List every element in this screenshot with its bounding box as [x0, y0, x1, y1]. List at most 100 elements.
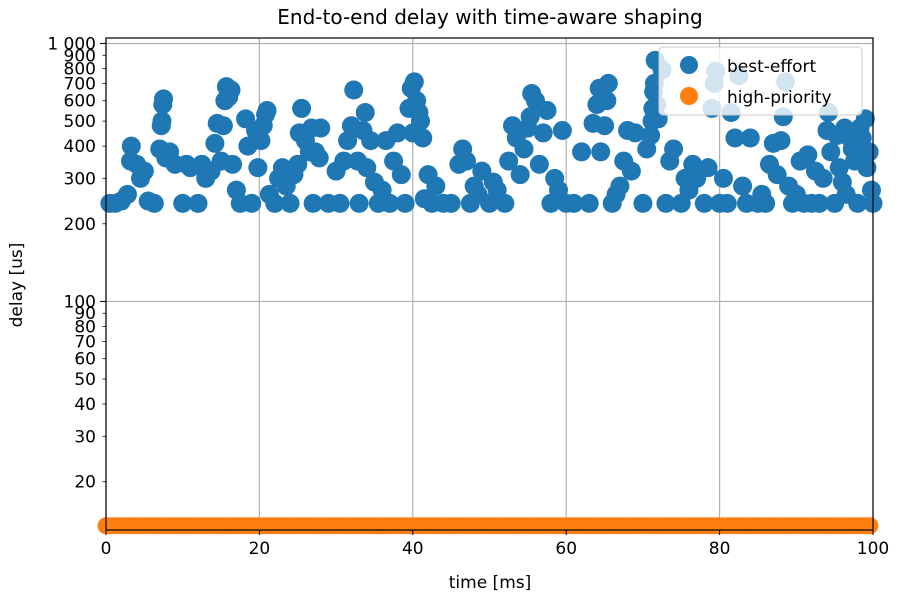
- point-best-effort: [242, 193, 262, 213]
- legend-box: [658, 46, 863, 116]
- point-best-effort: [595, 116, 615, 136]
- point-best-effort: [154, 89, 174, 109]
- point-best-effort: [248, 158, 268, 178]
- point-best-effort: [338, 131, 358, 151]
- y-minor-tick-label: 500: [64, 112, 96, 132]
- x-tick-label: 100: [857, 539, 889, 559]
- point-best-effort: [355, 102, 375, 122]
- point-best-effort: [771, 131, 791, 151]
- point-best-effort: [152, 111, 172, 131]
- point-best-effort: [798, 145, 818, 165]
- legend-marker-best-effort: [680, 56, 698, 74]
- y-minor-tick-label: 80: [74, 317, 96, 337]
- point-best-effort: [713, 168, 733, 188]
- point-best-effort: [213, 116, 233, 136]
- point-best-effort: [829, 158, 849, 178]
- chart-title: End-to-end delay with time-aware shaping: [277, 5, 702, 29]
- point-best-effort: [848, 193, 868, 213]
- point-best-effort: [441, 193, 461, 213]
- point-best-effort: [391, 165, 411, 185]
- point-best-effort: [205, 133, 225, 153]
- y-minor-tick-label: 200: [64, 215, 96, 235]
- point-best-effort: [495, 193, 515, 213]
- point-high-priority: [861, 517, 879, 535]
- point-best-effort: [288, 154, 308, 174]
- y-minor-tick-label: 900: [64, 46, 96, 66]
- point-best-effort: [698, 158, 718, 178]
- point-best-effort: [756, 193, 776, 213]
- point-best-effort: [510, 165, 530, 185]
- point-best-effort: [361, 131, 381, 151]
- point-best-effort: [334, 151, 354, 171]
- point-best-effort: [564, 193, 584, 213]
- point-best-effort: [134, 161, 154, 181]
- y-minor-tick-label: 400: [64, 137, 96, 157]
- point-best-effort: [664, 139, 684, 159]
- point-best-effort: [357, 158, 377, 178]
- point-best-effort: [533, 123, 553, 143]
- y-minor-tick-label: 40: [74, 395, 96, 415]
- point-best-effort: [303, 193, 323, 213]
- point-best-effort: [117, 184, 137, 204]
- point-best-effort: [520, 107, 540, 127]
- legend: best-effort high-priority: [658, 46, 863, 116]
- y-major-tick-label: 1 000: [47, 34, 96, 54]
- y-major-tick-label: 100: [64, 292, 96, 312]
- y-minor-tick-label: 20: [74, 473, 96, 493]
- y-minor-tick-label: 800: [64, 59, 96, 79]
- point-best-effort: [579, 193, 599, 213]
- axes: [100, 37, 874, 535]
- x-axis-label: time [ms]: [449, 573, 532, 593]
- plot-frame: [105, 37, 874, 531]
- point-best-effort: [144, 193, 164, 213]
- x-tick-label: 60: [555, 539, 577, 559]
- point-best-effort: [809, 193, 829, 213]
- point-best-effort: [597, 91, 617, 111]
- point-best-effort: [725, 128, 745, 148]
- point-best-effort: [387, 123, 407, 143]
- point-best-effort: [641, 125, 661, 145]
- point-best-effort: [257, 100, 277, 120]
- y-minor-tick-label: 700: [64, 74, 96, 94]
- point-best-effort: [514, 139, 534, 159]
- point-best-effort: [499, 151, 519, 171]
- point-best-effort: [311, 118, 331, 138]
- y-minor-tick-label: 30: [74, 427, 96, 447]
- y-minor-tick-label: 600: [64, 92, 96, 112]
- point-best-effort: [552, 120, 572, 140]
- point-best-effort: [223, 154, 243, 174]
- point-best-effort: [404, 72, 424, 92]
- y-axis-label: delay [us]: [7, 243, 27, 328]
- point-best-effort: [717, 193, 737, 213]
- point-best-effort: [344, 80, 364, 100]
- point-best-effort: [537, 100, 557, 120]
- point-best-effort: [733, 176, 753, 196]
- point-best-effort: [309, 148, 329, 168]
- point-best-effort: [121, 136, 141, 156]
- point-best-effort: [591, 142, 611, 162]
- point-best-effort: [859, 142, 879, 162]
- x-tick-label: 0: [101, 539, 112, 559]
- point-best-effort: [426, 176, 446, 196]
- point-best-effort: [740, 128, 760, 148]
- y-minor-tick-label: 50: [74, 370, 96, 390]
- legend-label-high-priority: high-priority: [727, 88, 832, 108]
- point-best-effort: [280, 193, 300, 213]
- legend-label-best-effort: best-effort: [727, 57, 816, 77]
- x-tick-label: 20: [249, 539, 271, 559]
- point-best-effort: [265, 193, 285, 213]
- y-minor-tick-label: 90: [74, 304, 96, 324]
- y-minor-tick-label: 60: [74, 350, 96, 370]
- point-best-effort: [349, 193, 369, 213]
- point-best-effort: [188, 193, 208, 213]
- x-tick-label: 80: [709, 539, 731, 559]
- point-best-effort: [633, 193, 653, 213]
- x-tick-label: 40: [402, 539, 424, 559]
- point-best-effort: [410, 111, 430, 131]
- point-best-effort: [395, 193, 415, 213]
- point-best-effort: [413, 128, 433, 148]
- point-best-effort: [529, 154, 549, 174]
- point-best-effort: [456, 151, 476, 171]
- point-best-effort: [330, 193, 350, 213]
